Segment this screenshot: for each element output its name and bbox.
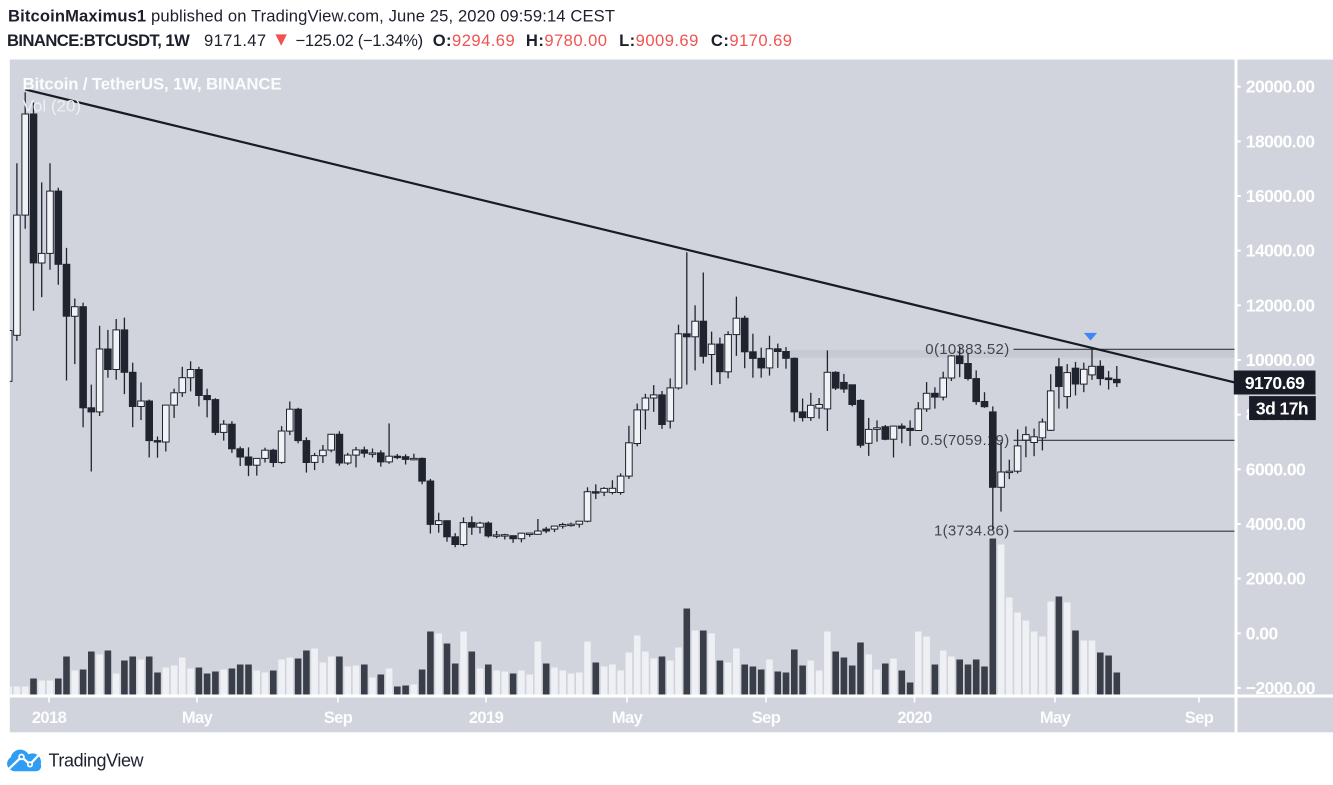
- svg-text:Bitcoin / TetherUS, 1W, BINANC: Bitcoin / TetherUS, 1W, BINANCE: [23, 74, 282, 93]
- svg-text:16000.00: 16000.00: [1246, 186, 1315, 206]
- svg-text:10000.00: 10000.00: [1246, 350, 1315, 370]
- svg-text:BINANCE:BTCUSDT, 1W: BINANCE:BTCUSDT, 1W: [7, 31, 190, 50]
- svg-text:TradingView: TradingView: [49, 751, 145, 771]
- svg-text:BitcoinMaximus1 published on T: BitcoinMaximus1 published on TradingView…: [8, 7, 615, 26]
- svg-text:H:9780.00: H:9780.00: [526, 31, 608, 50]
- svg-text:0(10383.52): 0(10383.52): [925, 341, 1009, 358]
- svg-text:4000.00: 4000.00: [1246, 514, 1306, 534]
- svg-text:O:9294.69: O:9294.69: [433, 31, 515, 50]
- svg-text:12000.00: 12000.00: [1246, 295, 1315, 315]
- svg-text:L:9009.69: L:9009.69: [619, 31, 699, 50]
- svg-text:20000.00: 20000.00: [1246, 77, 1315, 97]
- svg-text:0.5(7059.19): 0.5(7059.19): [921, 432, 1010, 449]
- svg-text:2018: 2018: [32, 709, 67, 727]
- svg-text:−2000.00: −2000.00: [1246, 678, 1316, 698]
- svg-text:3d 17h: 3d 17h: [1256, 399, 1308, 419]
- svg-text:May: May: [612, 709, 644, 727]
- svg-text:Sep: Sep: [324, 709, 353, 727]
- svg-text:−125.02 (−1.34%): −125.02 (−1.34%): [296, 31, 423, 50]
- svg-text:May: May: [182, 709, 214, 727]
- svg-text:2019: 2019: [469, 709, 504, 727]
- svg-text:2000.00: 2000.00: [1246, 569, 1306, 589]
- svg-text:Sep: Sep: [1185, 709, 1214, 727]
- svg-text:May: May: [1040, 709, 1072, 727]
- svg-text:6000.00: 6000.00: [1246, 459, 1306, 479]
- svg-text:Sep: Sep: [752, 709, 781, 727]
- svg-text:18000.00: 18000.00: [1246, 131, 1315, 151]
- svg-text:0.00: 0.00: [1246, 623, 1279, 643]
- svg-text:▼: ▼: [272, 29, 292, 51]
- svg-text:Vol (20): Vol (20): [23, 97, 82, 116]
- svg-text:9170.69: 9170.69: [1245, 373, 1305, 393]
- svg-text:14000.00: 14000.00: [1246, 241, 1315, 261]
- svg-text:2020: 2020: [897, 709, 932, 727]
- svg-text:1(3734.86): 1(3734.86): [934, 523, 1010, 540]
- svg-text:C:9170.69: C:9170.69: [711, 31, 793, 50]
- svg-text:9171.47: 9171.47: [204, 31, 266, 50]
